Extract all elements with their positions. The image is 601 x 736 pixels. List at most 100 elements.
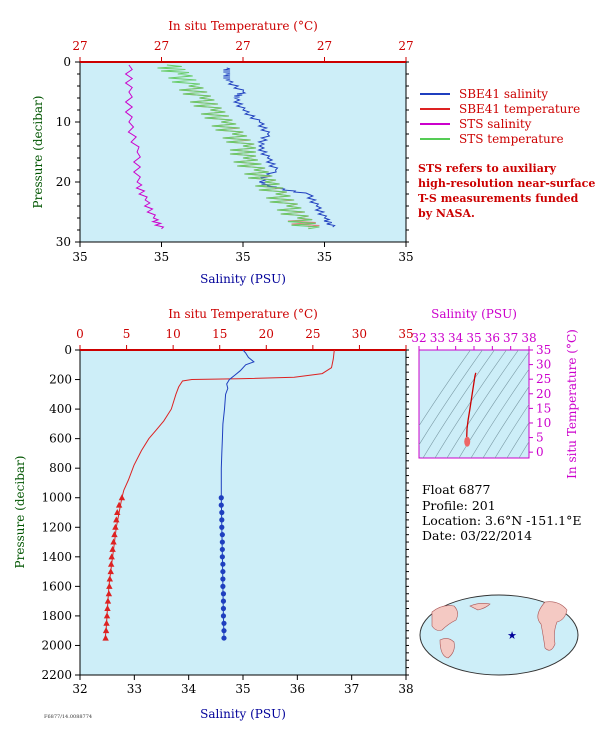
salinity-marker [220,613,227,619]
sts-note-line: high-resolution near-surface [418,177,595,190]
bottom-temp-tick-label: 5 [123,327,131,341]
ts-temp-tick-label: 0 [536,445,544,459]
date: Date: 03/22/2014 [422,528,532,543]
sbe41-salinity-line [223,67,336,228]
top-salinity-axis-label: Salinity (PSU) [200,272,286,286]
near-surface-ticks: 27 27 27 27 27 35 35 35 35 35 0 10 20 30 [56,39,414,264]
bottom-pressure-tick-label: 1200 [41,520,72,534]
top-temp-axis-label: In situ Temperature (°C) [168,19,318,33]
top-temp-tick-label: 27 [72,39,87,53]
temperature-marker [111,531,118,538]
salinity-marker [221,635,227,641]
salinity-marker [219,524,225,530]
bottom-sal-tick-label: 32 [72,682,87,696]
sts-salinity-line [124,64,165,230]
top-pressure-tick-label: 10 [56,115,71,129]
ts-deep-cluster [464,436,471,447]
legend-label: SBE41 salinity [459,87,548,101]
temperature-marker [106,582,113,589]
ts-temp-tick-label: 5 [536,431,544,445]
top-temp-tick-label: 27 [398,39,413,53]
footer-code: F6877/14.0088774 [44,714,92,720]
ts-temp-tick-label: 35 [536,343,551,357]
top-pressure-tick-label: 30 [56,235,71,249]
top-sal-tick-label: 35 [154,250,169,264]
bottom-pressure-axis-label: Pressure (decibar) [13,456,27,569]
map-land-americas [537,601,568,651]
density-contour [458,351,529,458]
ts-temp-axis-label: In situ Temperature (°C) [565,329,579,479]
salinity-marker [218,502,224,508]
location: Location: 3.6°N -151.1°E [422,513,582,528]
salinity-marker [219,509,225,516]
salinity-marker [220,605,227,612]
sts-note-line: by NASA. [418,207,475,220]
temperature-marker [103,612,111,619]
temperature-marker [114,509,121,515]
density-contour [419,350,471,427]
top-pressure-tick-label: 0 [63,55,71,69]
salinity-marker [220,591,227,597]
temperature-marker [107,568,114,575]
float-info: Float 6877 Profile: 201 Location: 3.6°N … [422,482,582,543]
salinity-marker [219,546,225,553]
bottom-temp-tick-label: 20 [259,327,274,341]
density-contour [422,350,495,458]
world-map: ★ [419,594,579,676]
salinity-marker [221,620,227,626]
temperature-marker [110,538,117,545]
temperature-marker [102,627,110,634]
temperature-marker [108,560,115,567]
full-profile-series [102,349,335,641]
salinity-marker [219,517,225,523]
full-profile-plot-area [79,349,407,676]
bottom-pressure-tick-label: 0 [64,343,72,357]
salinity-marker [219,554,225,560]
ts-sal-tick-label: 38 [521,331,536,345]
near-surface-series [124,64,336,230]
temperature-marker [113,516,120,523]
salinity-marker [219,539,225,545]
salinity-marker [220,576,226,582]
top-temp-tick-label: 27 [154,39,169,53]
bottom-pressure-tick-label: 800 [49,461,72,475]
bottom-temp-tick-label: 35 [398,327,413,341]
ts-sal-tick-label: 33 [430,331,445,345]
salinity-marker [220,568,226,575]
ts-sal-tick-label: 34 [448,331,464,345]
bottom-sal-tick-label: 35 [235,682,250,696]
sts-note-line: STS refers to auxiliary [418,162,557,175]
ts-temp-tick-label: 15 [536,401,551,415]
full-profile-ticks: 0 5 10 15 20 25 30 35 32 33 34 35 36 37 38 0 200 400 600 80… [41,327,413,696]
near-surface-plot-area [79,61,407,243]
bottom-sal-tick-label: 36 [290,682,305,696]
top-temp-tick-label: 27 [235,39,250,53]
ts-sal-tick-label: 35 [466,331,481,345]
bottom-temp-axis-label: In situ Temperature (°C) [168,307,318,321]
profile-number: Profile: 201 [422,498,496,513]
bottom-salinity-axis-label: Salinity (PSU) [200,707,286,721]
temperature-marker [112,523,119,530]
legend-label: STS temperature [459,132,564,146]
bottom-pressure-tick-label: 400 [49,402,72,416]
near-surface-panel: In situ Temperature (°C) Salinity (PSU) … [31,19,414,286]
ts-temp-tick-label: 20 [536,387,551,401]
bottom-temp-tick-label: 0 [76,327,84,341]
full-profile-panel: In situ Temperature (°C) Salinity (PSU) … [13,307,414,721]
salinity-marker [219,532,225,538]
ts-temp-tick-label: 10 [536,416,551,430]
ts-sal-tick-label: 37 [503,331,518,345]
bottom-sal-tick-label: 37 [344,682,359,696]
bottom-sal-tick-label: 33 [127,682,142,696]
temperature-marker [118,494,126,501]
ts-sal-tick-label: 32 [411,331,426,345]
top-temp-tick-label: 27 [317,39,332,53]
map-land-asia [431,605,458,631]
bottom-pressure-tick-label: 2200 [41,668,72,682]
bottom-temp-tick-label: 15 [212,327,227,341]
ts-temp-tick-label: 25 [536,372,551,386]
bottom-temp-tick-label: 30 [352,327,367,341]
map-land-australia [439,638,455,659]
